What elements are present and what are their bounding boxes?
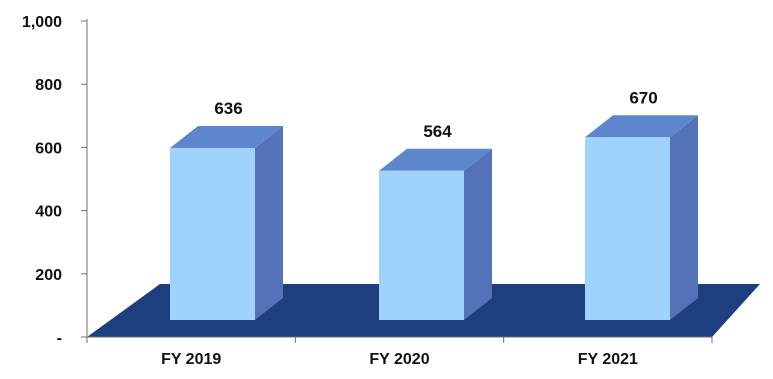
y-tick-label: 600 [35,140,62,157]
bar [585,115,698,320]
bar [379,148,492,320]
bar-front-face [585,137,670,320]
x-category-label: FY 2019 [161,351,221,368]
y-tick-label: 200 [35,267,62,284]
bar-front-face [170,148,255,320]
bar-value-label: 636 [214,99,242,118]
y-tick-label: 800 [35,77,62,94]
bar-value-label: 670 [629,88,657,107]
x-category-label: FY 2020 [369,351,429,368]
bar-top-face [585,115,698,138]
bar [170,126,283,320]
bar-top-face [379,148,492,171]
y-tick-label: 1,000 [22,14,62,31]
bar-side-face [464,148,492,320]
x-category-label: FY 2021 [578,351,638,368]
bar-front-face [379,170,464,320]
y-tick-label: 400 [35,204,62,221]
bar-top-face [170,126,283,149]
bar-value-label: 564 [423,122,452,141]
y-tick-label: - [57,330,62,347]
bar-side-face [670,115,698,320]
bar-side-face [255,126,283,320]
